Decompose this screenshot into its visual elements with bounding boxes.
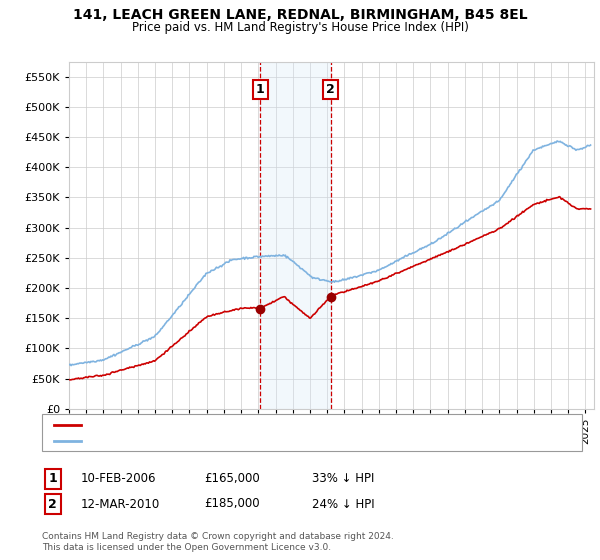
Text: 12-MAR-2010: 12-MAR-2010 (81, 497, 160, 511)
Text: 1: 1 (49, 472, 57, 486)
Text: 141, LEACH GREEN LANE, REDNAL, BIRMINGHAM, B45 8EL: 141, LEACH GREEN LANE, REDNAL, BIRMINGHA… (73, 8, 527, 22)
Text: 33% ↓ HPI: 33% ↓ HPI (312, 472, 374, 486)
Text: Price paid vs. HM Land Registry's House Price Index (HPI): Price paid vs. HM Land Registry's House … (131, 21, 469, 34)
Text: 24% ↓ HPI: 24% ↓ HPI (312, 497, 374, 511)
Text: 10-FEB-2006: 10-FEB-2006 (81, 472, 157, 486)
Text: Contains HM Land Registry data © Crown copyright and database right 2024.
This d: Contains HM Land Registry data © Crown c… (42, 532, 394, 552)
Text: 2: 2 (326, 83, 335, 96)
Text: £185,000: £185,000 (204, 497, 260, 511)
Bar (260, 62, 331, 409)
Text: 1: 1 (256, 83, 265, 96)
Text: 141, LEACH GREEN LANE, REDNAL, BIRMINGHAM, B45 8EL (detached house): 141, LEACH GREEN LANE, REDNAL, BIRMINGHA… (87, 419, 486, 430)
Text: 2: 2 (49, 497, 57, 511)
Text: HPI: Average price, detached house, Birmingham: HPI: Average price, detached house, Birm… (87, 436, 344, 446)
Text: £165,000: £165,000 (204, 472, 260, 486)
